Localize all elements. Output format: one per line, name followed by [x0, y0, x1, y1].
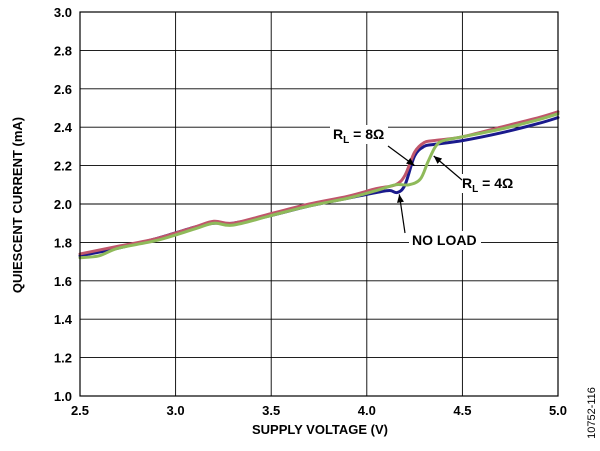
annotation-0: RL = 8Ω [330, 125, 415, 167]
annotation-bg [409, 231, 481, 250]
annotation-label-sub: L [343, 135, 349, 146]
annotation-label: RL = 4Ω [462, 175, 513, 195]
x-tick-label: 2.5 [71, 403, 89, 418]
y-tick-label: 1.4 [54, 312, 73, 327]
y-tick-label: 2.4 [54, 120, 73, 135]
annotation-arrowhead [406, 158, 415, 166]
x-tick-label: 3.5 [262, 403, 280, 418]
y-tick-label: 1.8 [54, 235, 72, 250]
annotation-2: NO LOAD [397, 194, 481, 250]
y-tick-label: 2.0 [54, 197, 72, 212]
x-tick-label: 3.0 [167, 403, 185, 418]
y-tick-label: 1.0 [54, 389, 72, 404]
annotation-bg [330, 125, 388, 144]
y-tick-label: 1.2 [54, 351, 72, 366]
annotation-label-rest: = 4Ω [478, 175, 513, 191]
annotation-label-main: R [462, 175, 472, 191]
annotation-arrowhead [397, 194, 404, 203]
y-tick-label: 2.2 [54, 159, 72, 174]
y-tick-label: 2.8 [54, 43, 72, 58]
y-tick-label: 1.6 [54, 274, 72, 289]
x-tick-label: 5.0 [549, 403, 567, 418]
annotation-label: RL = 8Ω [333, 126, 384, 146]
series-lines [78, 110, 560, 260]
x-axis-title: SUPPLY VOLTAGE (V) [252, 422, 388, 437]
x-tick-label: 4.5 [453, 403, 471, 418]
annotation-label: NO LOAD [412, 232, 477, 248]
annotation-label-sub: L [472, 184, 478, 195]
plot-frame [79, 11, 559, 397]
annotation-arrowhead [433, 156, 443, 164]
annotation-label-main: NO LOAD [412, 232, 477, 248]
y-tick-label: 2.6 [54, 82, 72, 97]
x-tick-label: 4.0 [358, 403, 376, 418]
annotation-bg [459, 174, 517, 193]
figure-id: 10752-116 [586, 387, 598, 439]
annotation-label-main: R [333, 126, 343, 142]
y-axis-title: QUIESCENT CURRENT (mA) [10, 117, 25, 293]
annotation-label-rest: = 8Ω [349, 126, 384, 142]
y-tick-label: 3.0 [54, 5, 72, 20]
annotation-1: RL = 4Ω [433, 155, 517, 195]
y-tick-labels: 1.0 1.2 1.4 1.6 1.8 2.0 2.2 2.4 2.6 2.8 3.0 [54, 5, 73, 404]
series-line-2 [78, 112, 560, 260]
x-tick-labels: 2.5 3.0 3.5 4.0 4.5 5.0 [71, 403, 567, 418]
